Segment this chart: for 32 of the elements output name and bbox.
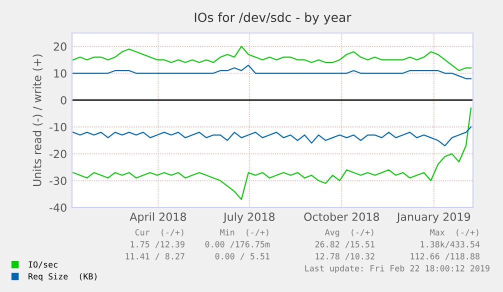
legend-label: Req Size (KB) [28, 273, 97, 282]
legend-label: IO/sec [28, 261, 58, 268]
text: 11.41 / 8.27 [126, 253, 184, 260]
chart-title: IOs for /dev/sdc - by year [194, 12, 352, 24]
line-series [72, 46, 472, 72]
y-tick-label: -20 [50, 150, 66, 158]
y-tick-label: -40 [50, 203, 66, 212]
x-tick-label: July 2018 [222, 212, 275, 224]
y-tick-label: 10 [54, 69, 66, 78]
line-series [72, 108, 472, 200]
x-tick-label: October 2018 [304, 212, 380, 221]
text: Cur (-/+) [135, 229, 184, 236]
text: 1.38k/433.54 [420, 240, 480, 248]
text: 0.00 /176.75m [205, 241, 270, 248]
x-tick-label: April 2018 [130, 212, 186, 224]
line-series [72, 64, 472, 80]
text: 0.00 / 5.51 [215, 253, 270, 260]
y-tick-label: 20 [54, 42, 66, 51]
text: 12.78 /10.32 [316, 253, 374, 260]
text: Min (-/+) [220, 228, 268, 236]
line-series [72, 126, 472, 146]
text: 112.66 /118.88 [410, 253, 480, 260]
text: 1.75 /12.39 [130, 241, 184, 248]
y-tick-label: -30 [50, 176, 66, 186]
y-tick-label: -10 [50, 122, 66, 132]
text: Last update: Fri Feb 22 18:00:12 2019 [305, 264, 490, 274]
text: Avg (-/+) [324, 228, 374, 238]
x-tick-label: January 2019 [396, 212, 470, 224]
y-axis-title: Units read (-) / write (+) [32, 54, 43, 186]
text: 26.82 /15.51 [315, 241, 374, 248]
y-tick-label: 0 [60, 96, 66, 104]
text: Max (-/+) [430, 229, 478, 236]
